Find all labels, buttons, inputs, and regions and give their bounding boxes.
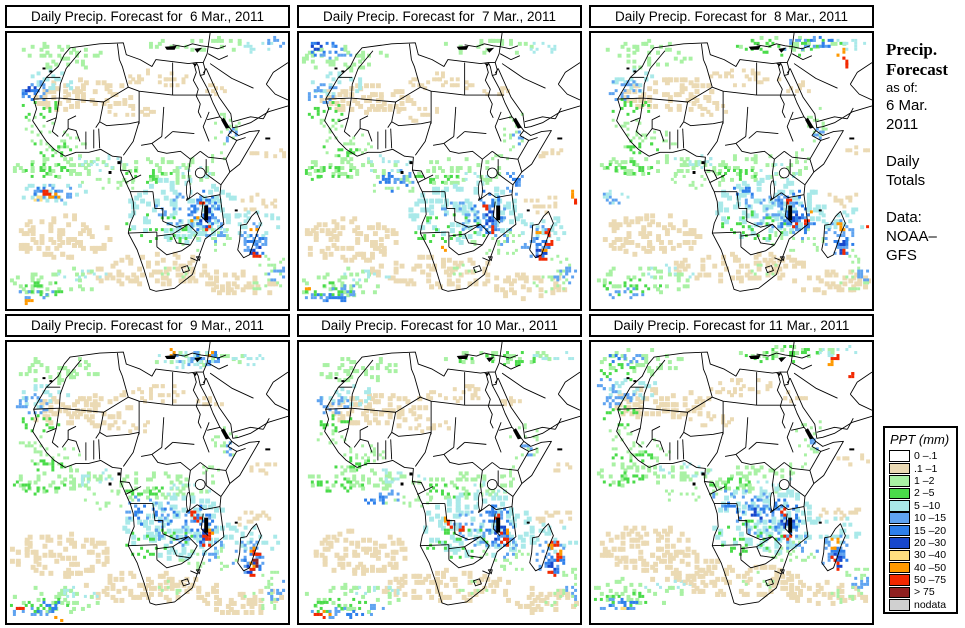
legend-entry: nodata [889,599,956,611]
precip-raster [596,35,872,300]
legend-swatch [889,561,910,574]
legend-title: PPT (mm) [890,432,950,447]
legend-label: 30 –40 [914,549,947,562]
legend-swatch [889,524,910,537]
legend-swatch [889,512,910,524]
legend-swatch [889,475,910,487]
country-borders [324,342,580,606]
legend-label: .1 –1 [914,462,938,475]
sidebar-heading-line2: Forecast [886,60,948,79]
panel-title: Daily Precip. Forecast for 9 Mar., 2011 [5,314,290,337]
legend-label: nodata [914,598,947,611]
africa-precip-map [297,340,582,625]
legend-entry: 15 –20 [889,524,956,537]
panel-title: Daily Precip. Forecast for 7 Mar., 2011 [297,5,582,28]
forecast-panel-7mar: Daily Precip. Forecast for 7 Mar., 2011 [297,5,582,311]
legend-swatch [889,549,910,562]
country-borders [324,33,580,292]
legend-label: 50 –75 [914,574,947,587]
panel-title: Daily Precip. Forecast for 10 Mar., 2011 [297,314,582,337]
panel-title: Daily Precip. Forecast for 11 Mar., 2011 [589,314,874,337]
legend-entry: 2 –5 [889,487,956,499]
country-borders [616,342,872,606]
legend-entry: .1 –1 [889,462,956,475]
as-of-date-line2: 2011 [886,116,919,133]
panel-title: Daily Precip. Forecast for 6 Mar., 2011 [5,5,290,28]
africa-precip-map [5,31,290,311]
legend-label: 2 –5 [914,487,935,500]
panel-title: Daily Precip. Forecast for 8 Mar., 2011 [589,5,874,28]
legend-entry: 0 –.1 [889,450,956,462]
precip-raster [9,35,287,306]
totals-line2: Totals [886,172,926,189]
as-of-date-line1: 6 Mar. [886,97,928,114]
legend-swatch [889,574,910,586]
country-borders [32,342,288,606]
africa-precip-map [297,31,582,311]
forecast-panel-10mar: Daily Precip. Forecast for 10 Mar., 2011 [297,314,582,625]
legend-label: 1 –2 [914,474,935,487]
legend-entry: > 75 [889,586,956,598]
legend-swatch [889,487,910,500]
forecast-panel-6mar: Daily Precip. Forecast for 6 Mar., 2011 [5,5,290,311]
precip-legend: PPT (mm) 0 –.1.1 –1 1 –2 2 –5 5 –10 10 –15 15… [883,426,958,614]
legend-label: 0 –.1 [914,450,938,463]
legend-label: 40 –50 [914,561,947,574]
country-borders [32,33,288,292]
forecast-panel-8mar: Daily Precip. Forecast for 8 Mar., 2011 [589,5,874,311]
africa-precip-map [589,340,874,625]
legend-entry: 5 –10 [889,500,956,512]
legend-label: > 75 [914,586,935,599]
legend-label: 15 –20 [914,524,947,537]
precip-raster [9,348,286,622]
precip-raster [301,38,578,303]
legend-entry: 1 –2 [889,475,956,487]
precip-raster [304,351,580,619]
legend-swatch [889,450,910,462]
data-source-line2: GFS [886,247,917,264]
country-borders [616,33,872,292]
legend-label: 5 –10 [914,499,941,512]
as-of-label: as of: [886,80,918,95]
data-source-label: Data: [886,209,922,226]
legend-rows: 0 –.1.1 –1 1 –2 2 –5 5 –10 10 –15 15 –20 20 –3… [889,450,956,611]
legend-entry: 50 –75 [889,574,956,586]
legend-swatch [889,537,910,549]
africa-precip-map [5,340,290,625]
legend-entry: 40 –50 [889,562,956,574]
data-source-line1: NOAA– [886,228,937,245]
legend-label: 20 –30 [914,536,947,549]
totals-line1: Daily [886,153,920,170]
legend-swatch [889,462,910,475]
africa-precip-map [589,31,874,311]
legend-entry: 30 –40 [889,549,956,561]
legend-label: 10 –15 [914,512,947,525]
legend-entry: 20 –30 [889,537,956,549]
legend-swatch [889,586,910,599]
sidebar-annotation: Precip. Forecast as of: 6 Mar. 2011 Dail… [886,40,962,265]
forecast-panel-11mar: Daily Precip. Forecast for 11 Mar., 2011 [589,314,874,625]
sidebar-heading-line1: Precip. [886,40,938,59]
legend-swatch [889,500,910,512]
legend-entry: 10 –15 [889,512,956,524]
legend-swatch [889,599,910,611]
forecast-panel-9mar: Daily Precip. Forecast for 9 Mar., 2011 [5,314,290,625]
